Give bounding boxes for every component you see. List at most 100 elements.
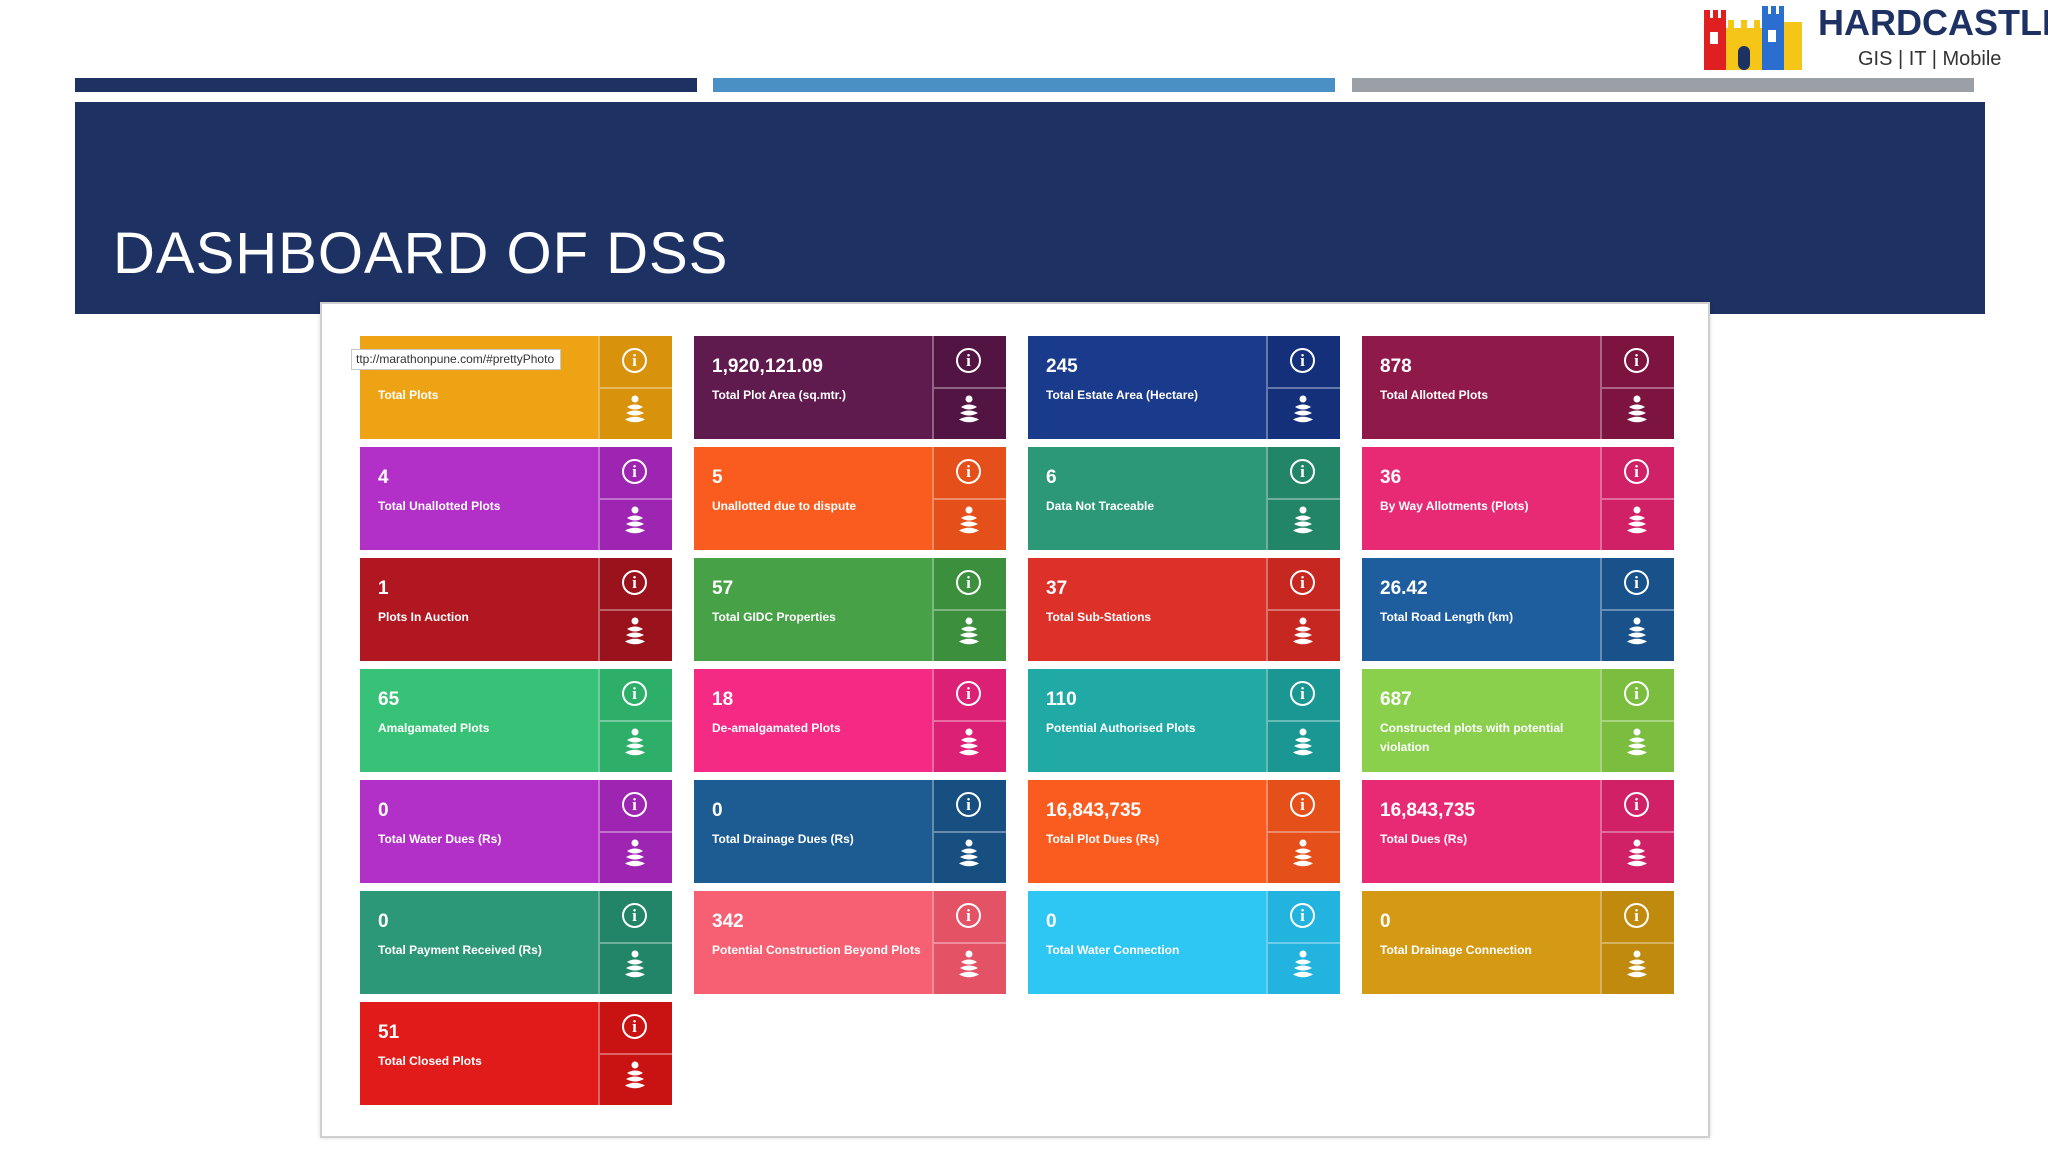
dashboard-tile[interactable]: 342 Potential Construction Beyond Plots i [694, 891, 1006, 994]
dashboard-tile[interactable]: 245 Total Estate Area (Hectare) i [1028, 336, 1340, 439]
stack-layers-icon[interactable] [624, 1061, 646, 1096]
stack-layers-icon[interactable] [1626, 395, 1648, 430]
tile-label: Total Drainage Connection [1380, 943, 1532, 957]
dashboard-tile[interactable]: 687 Constructed plots with potential viol… [1362, 669, 1674, 772]
dashboard-tile[interactable]: 1,920,121.09 Total Plot Area (sq.mtr.) i [694, 336, 1006, 439]
stack-layers-icon[interactable] [1626, 617, 1648, 652]
tile-body: 110 Potential Authorised Plots [1028, 669, 1264, 772]
info-icon[interactable]: i [956, 459, 981, 484]
info-icon[interactable]: i [956, 570, 981, 595]
dashboard-tile[interactable]: 6 Data Not Traceable i [1028, 447, 1340, 550]
tile-label: Plots In Auction [378, 610, 469, 624]
info-icon[interactable]: i [622, 348, 647, 373]
tile-body: 687 Constructed plots with potential viol… [1362, 669, 1598, 772]
stack-layers-icon[interactable] [958, 950, 980, 985]
tile-action-divider [1602, 942, 1674, 944]
dashboard-tile[interactable]: 0 Total Drainage Dues (Rs) i [694, 780, 1006, 883]
info-icon[interactable]: i [1290, 792, 1315, 817]
info-icon[interactable]: i [622, 903, 647, 928]
info-icon[interactable]: i [1624, 681, 1649, 706]
stack-layers-icon[interactable] [1292, 617, 1314, 652]
tile-value: 36 [1380, 467, 1402, 488]
stack-layers-icon[interactable] [624, 950, 646, 985]
tile-label: Total Plots [378, 388, 439, 402]
info-icon[interactable]: i [1290, 348, 1315, 373]
info-icon[interactable]: i [1624, 570, 1649, 595]
tile-action-divider [1268, 609, 1340, 611]
info-icon[interactable]: i [956, 348, 981, 373]
tile-body: 0 Total Payment Received (Rs) [360, 891, 596, 994]
info-icon[interactable]: i [622, 459, 647, 484]
info-icon[interactable]: i [622, 792, 647, 817]
tile-body: 342 Potential Construction Beyond Plots [694, 891, 930, 994]
dashboard-tile[interactable]: 1 Plots In Auction i [360, 558, 672, 661]
stack-layers-icon[interactable] [1292, 506, 1314, 541]
info-icon[interactable]: i [622, 1014, 647, 1039]
dashboard-tile[interactable]: 16,843,735 Total Plot Dues (Rs) i [1028, 780, 1340, 883]
stack-layers-icon[interactable] [958, 506, 980, 541]
tile-label: Total Plot Dues (Rs) [1046, 832, 1160, 846]
tile-value: 0 [1380, 911, 1391, 932]
stack-layers-icon[interactable] [958, 395, 980, 430]
dashboard-tile[interactable]: 5 Unallotted due to dispute i [694, 447, 1006, 550]
stack-layers-icon[interactable] [1292, 839, 1314, 874]
stack-layers-icon[interactable] [958, 728, 980, 763]
tile-actions: i [932, 336, 1006, 439]
tile-value: 687 [1380, 689, 1412, 710]
stack-layers-icon[interactable] [1626, 839, 1648, 874]
info-icon[interactable]: i [956, 792, 981, 817]
tile-action-divider [934, 831, 1006, 833]
stack-layers-icon[interactable] [1626, 728, 1648, 763]
info-icon[interactable]: i [1624, 903, 1649, 928]
tile-body: 65 Amalgamated Plots [360, 669, 596, 772]
info-icon[interactable]: i [622, 570, 647, 595]
stack-layers-icon[interactable] [1626, 506, 1648, 541]
stack-layers-icon[interactable] [958, 617, 980, 652]
dashboard-tile[interactable]: 26.42 Total Road Length (km) i [1362, 558, 1674, 661]
dashboard-tile[interactable]: 0 Total Payment Received (Rs) i [360, 891, 672, 994]
tile-actions: i [932, 669, 1006, 772]
info-icon[interactable]: i [1624, 792, 1649, 817]
dashboard-tile[interactable]: 0 Total Water Dues (Rs) i [360, 780, 672, 883]
stack-layers-icon[interactable] [624, 395, 646, 430]
dashboard-tile[interactable]: 57 Total GIDC Properties i [694, 558, 1006, 661]
dashboard-tile[interactable]: 110 Potential Authorised Plots i [1028, 669, 1340, 772]
dashboard-tile[interactable]: 18 De-amalgamated Plots i [694, 669, 1006, 772]
info-icon[interactable]: i [1290, 459, 1315, 484]
info-icon[interactable]: i [1290, 903, 1315, 928]
dashboard-tile[interactable]: 4 Total Unallotted Plots i [360, 447, 672, 550]
info-icon[interactable]: i [1624, 459, 1649, 484]
tile-value: 4 [378, 467, 389, 488]
tile-body: 5 Unallotted due to dispute [694, 447, 930, 550]
info-icon[interactable]: i [622, 681, 647, 706]
tile-actions: i [598, 558, 672, 661]
tile-actions: i [1600, 336, 1674, 439]
stack-layers-icon[interactable] [1292, 950, 1314, 985]
stack-layers-icon[interactable] [624, 728, 646, 763]
tile-action-divider [600, 387, 672, 389]
dashboard-tile[interactable]: 37 Total Sub-Stations i [1028, 558, 1340, 661]
stack-layers-icon[interactable] [958, 839, 980, 874]
stack-layers-icon[interactable] [624, 506, 646, 541]
dashboard-tile[interactable]: 0 Total Water Connection i [1028, 891, 1340, 994]
info-icon[interactable]: i [956, 681, 981, 706]
dashboard-tile[interactable]: 65 Amalgamated Plots i [360, 669, 672, 772]
info-icon[interactable]: i [956, 903, 981, 928]
stack-layers-icon[interactable] [624, 617, 646, 652]
tile-label: Total Estate Area (Hectare) [1046, 388, 1199, 402]
dashboard-tile[interactable]: 51 Total Closed Plots i [360, 1002, 672, 1105]
dashboard-tile[interactable]: 16,843,735 Total Dues (Rs) i [1362, 780, 1674, 883]
tile-label: Amalgamated Plots [378, 721, 490, 735]
tile-actions: i [1600, 891, 1674, 994]
stack-layers-icon[interactable] [1292, 395, 1314, 430]
stack-layers-icon[interactable] [1626, 950, 1648, 985]
info-icon[interactable]: i [1624, 348, 1649, 373]
dashboard-tile[interactable]: 0 Total Drainage Connection i [1362, 891, 1674, 994]
info-icon[interactable]: i [1290, 570, 1315, 595]
stack-layers-icon[interactable] [624, 839, 646, 874]
dashboard-tile[interactable]: 36 By Way Allotments (Plots) i [1362, 447, 1674, 550]
tile-label: De-amalgamated Plots [712, 721, 841, 735]
stack-layers-icon[interactable] [1292, 728, 1314, 763]
info-icon[interactable]: i [1290, 681, 1315, 706]
dashboard-tile[interactable]: 878 Total Allotted Plots i [1362, 336, 1674, 439]
